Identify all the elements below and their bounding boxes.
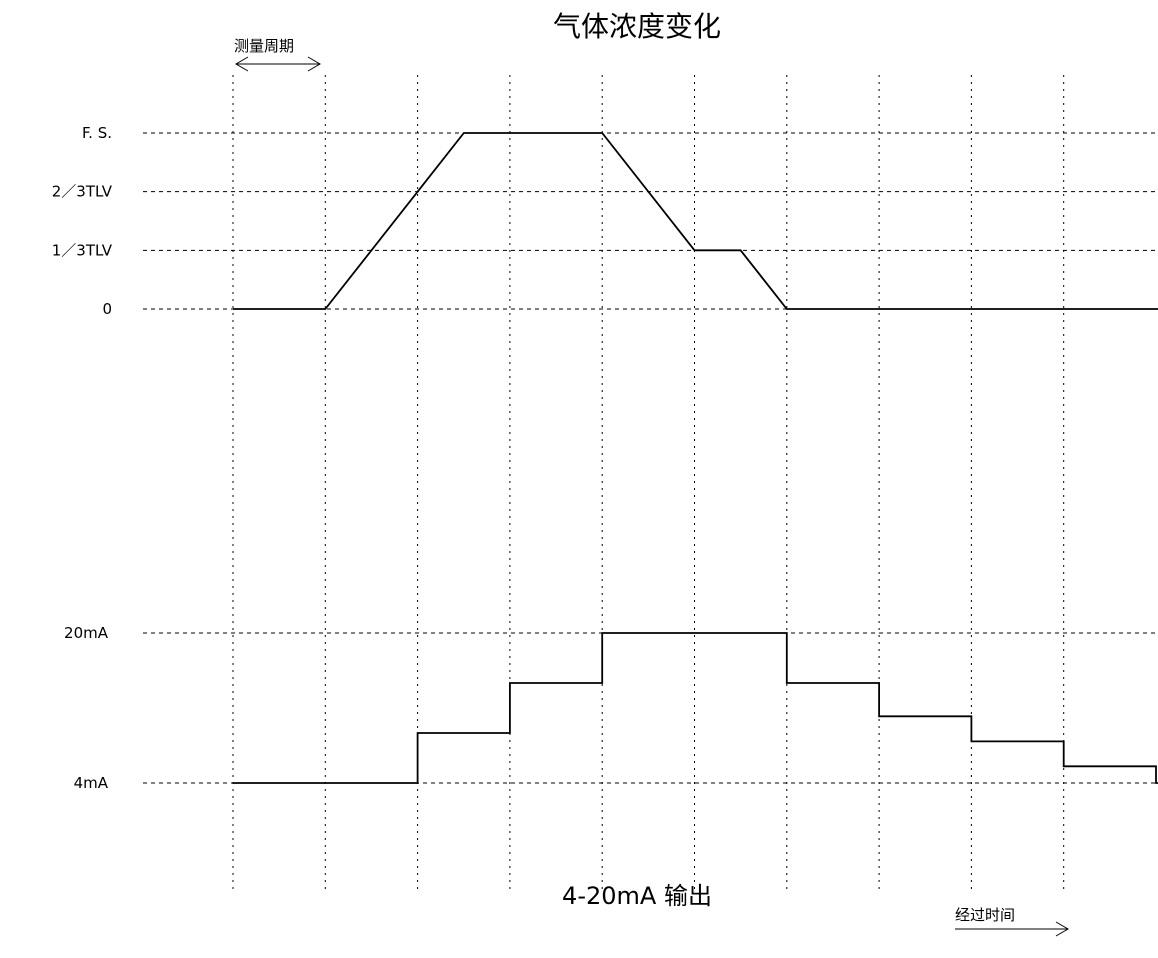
y-label-ma20: 20mA	[64, 624, 109, 642]
y-label-tlv23: 2／3TLV	[52, 183, 113, 201]
grid-layer	[143, 75, 1158, 890]
elapsed-time-label: 经过时间	[955, 906, 1015, 924]
y-label-ma4: 4mA	[74, 774, 109, 792]
series-layer	[233, 132, 1158, 784]
ma-output-step-line	[233, 632, 1158, 784]
top-y-labels: F. S. 2／3TLV 1／3TLV 0	[52, 124, 113, 318]
y-label-tlv13: 1／3TLV	[52, 241, 113, 259]
bottom-y-labels: 20mA 4mA	[64, 624, 109, 792]
measurement-period-label: 测量周期	[234, 37, 294, 55]
measurement-period-arrow	[235, 56, 321, 72]
y-label-zero: 0	[102, 300, 112, 318]
y-label-fs: F. S.	[82, 124, 112, 142]
chart-title-gas-concentration: 气体浓度变化	[553, 10, 721, 43]
elapsed-time-arrow	[955, 921, 1069, 937]
gas-concentration-line	[233, 132, 1158, 310]
chart-title-4-20ma-output: 4-20mA 输出	[562, 882, 712, 910]
